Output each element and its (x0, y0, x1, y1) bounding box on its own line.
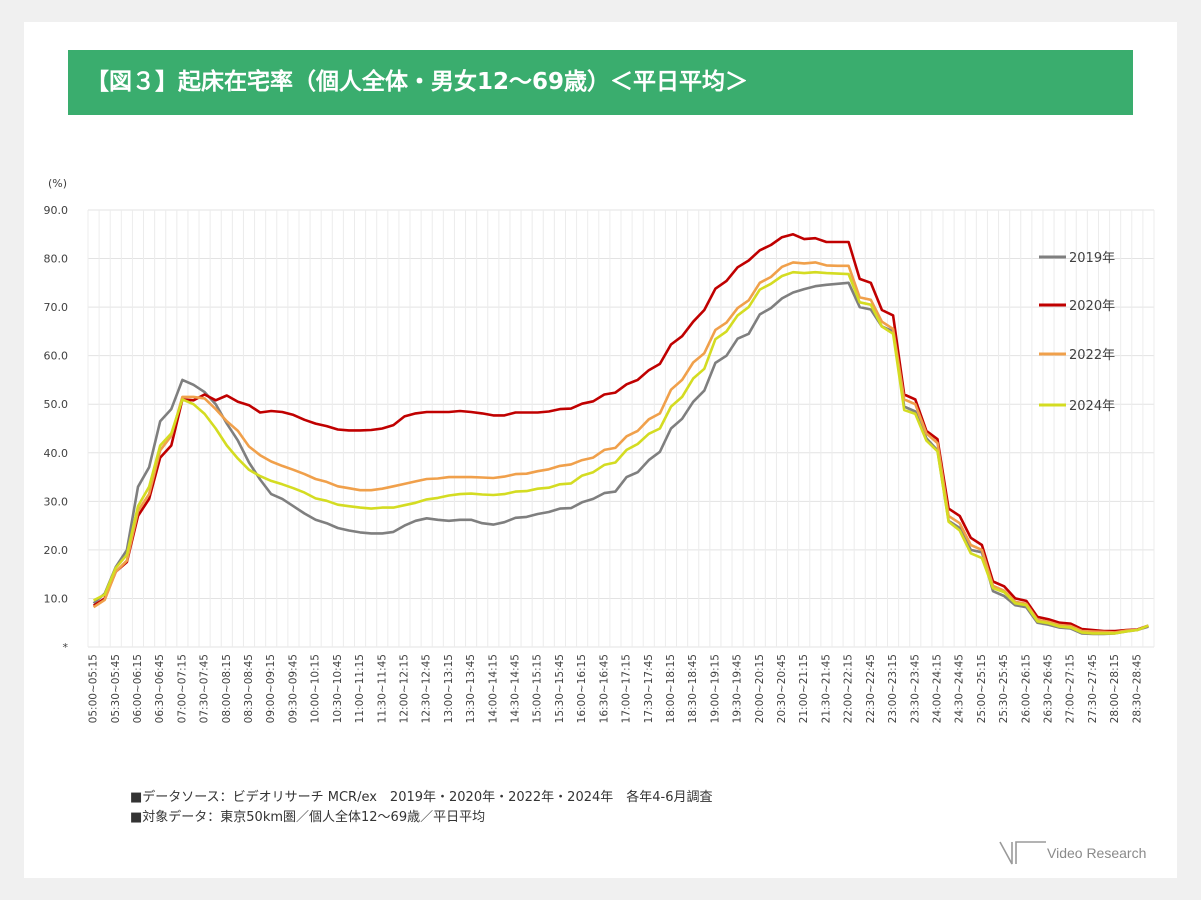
y-tick-label: 60.0 (44, 350, 69, 363)
x-tick-label: 28:30~28:45 (1131, 654, 1143, 723)
x-tick-label: 06:30~06:45 (154, 654, 166, 723)
y-tick-label: 80.0 (44, 253, 69, 266)
legend-label: 2024年 (1069, 399, 1115, 414)
x-tick-label: 05:30~05:45 (110, 654, 122, 723)
x-tick-label: 08:30~08:45 (243, 654, 255, 723)
logo-text: Video Research (1047, 845, 1147, 861)
x-tick-label: 10:00~10:15 (310, 654, 322, 723)
x-tick-label: 15:30~15:45 (554, 654, 566, 723)
y-tick-label: 10.0 (44, 592, 69, 605)
x-tick-label: 20:00~20:15 (754, 654, 766, 723)
x-tick-label: 25:30~25:45 (998, 654, 1010, 723)
x-tick-label: 19:00~19:15 (709, 654, 721, 723)
x-tick-label: 21:00~21:15 (798, 654, 810, 723)
legend-label: 2022年 (1069, 348, 1115, 363)
x-tick-label: 22:00~22:15 (843, 654, 855, 723)
x-tick-label: 28:00~28:15 (1109, 654, 1121, 723)
x-tick-label: 26:30~26:45 (1043, 654, 1055, 723)
y-tick-label: 20.0 (44, 544, 69, 557)
x-tick-label: 18:30~18:45 (687, 654, 699, 723)
y-tick-label: 50.0 (44, 398, 69, 411)
x-tick-label: 21:30~21:45 (820, 654, 832, 723)
y-tick-label: 40.0 (44, 447, 69, 460)
x-tick-label: 07:00~07:15 (176, 654, 188, 723)
x-tick-label: 25:00~25:15 (976, 654, 988, 723)
y-tick-label: 70.0 (44, 301, 69, 314)
x-tick-label: 14:30~14:45 (510, 654, 522, 723)
series-line (92, 281, 1149, 636)
x-tick-label: 26:00~26:15 (1020, 654, 1032, 723)
x-tick-label: 16:30~16:45 (598, 654, 610, 723)
x-tick-label: 12:00~12:15 (398, 654, 410, 723)
x-tick-label: 09:30~09:45 (287, 654, 299, 723)
x-tick-label: 27:00~27:15 (1065, 654, 1077, 723)
y-tick-label: 90.0 (44, 204, 69, 217)
legend: 2019年 2020年 2022年 2024年 (1039, 251, 1115, 414)
x-tick-label: 17:00~17:15 (621, 654, 633, 723)
y-axis-unit: (%) (48, 177, 67, 190)
x-tick-label: 08:00~08:15 (221, 654, 233, 723)
x-tick-label: 15:00~15:15 (532, 654, 544, 723)
x-tick-label: 11:00~11:15 (354, 654, 366, 723)
x-tick-label: 09:00~09:15 (265, 654, 277, 723)
legend-label: 2019年 (1069, 251, 1115, 266)
y-axis-ticks: * 10.0 20.0 30.0 40.0 50.0 60.0 70.0 80.0 90.0 (44, 204, 69, 654)
x-tick-label: 19:30~19:45 (732, 654, 744, 723)
title-banner: 【図３】起床在宅率（個人全体・男女12～69歳）＜平日平均＞ (68, 50, 1133, 115)
chart-card (24, 22, 1177, 878)
x-tick-label: 22:30~22:45 (865, 654, 877, 723)
x-axis-ticks: 05:00~05:15 05:30~05:45 06:00~06:15 06:30~0… (88, 654, 1144, 723)
legend-label: 2020年 (1069, 299, 1115, 314)
series-line (92, 261, 1149, 634)
x-tick-label: 27:30~27:45 (1087, 654, 1099, 723)
x-tick-label: 18:00~18:15 (665, 654, 677, 723)
chart-title: 【図３】起床在宅率（個人全体・男女12～69歳）＜平日平均＞ (86, 69, 749, 95)
x-tick-label: 05:00~05:15 (88, 654, 100, 723)
x-tick-label: 23:00~23:15 (887, 654, 899, 723)
x-tick-label: 17:30~17:45 (643, 654, 655, 723)
series-line (92, 233, 1149, 633)
x-tick-label: 24:00~24:15 (931, 654, 943, 723)
y-tick-label: 30.0 (44, 495, 69, 508)
x-tick-label: 11:30~11:45 (376, 654, 388, 723)
x-tick-label: 23:30~23:45 (909, 654, 921, 723)
x-tick-label: 12:30~12:45 (421, 654, 433, 723)
x-tick-label: 13:30~13:45 (465, 654, 477, 723)
y-tick-label: * (63, 641, 69, 654)
source-note: ■データソース：ビデオリサーチ MCR/ex 2019年・2020年・2022年… (130, 790, 713, 805)
x-tick-label: 16:00~16:15 (576, 654, 588, 723)
series-line (92, 270, 1149, 635)
x-tick-label: 14:00~14:15 (487, 654, 499, 723)
x-tick-label: 24:30~24:45 (954, 654, 966, 723)
x-tick-label: 20:30~20:45 (776, 654, 788, 723)
x-tick-label: 07:30~07:45 (199, 654, 211, 723)
series-lines (92, 233, 1149, 636)
x-tick-label: 06:00~06:15 (132, 654, 144, 723)
x-tick-label: 13:00~13:15 (443, 654, 455, 723)
x-tick-label: 10:30~10:45 (332, 654, 344, 723)
grid-lines (87, 209, 1155, 648)
target-note: ■対象データ：東京50km圏／個人全体12～69歳／平日平均 (130, 810, 486, 825)
video-research-logo-icon (999, 841, 1046, 865)
